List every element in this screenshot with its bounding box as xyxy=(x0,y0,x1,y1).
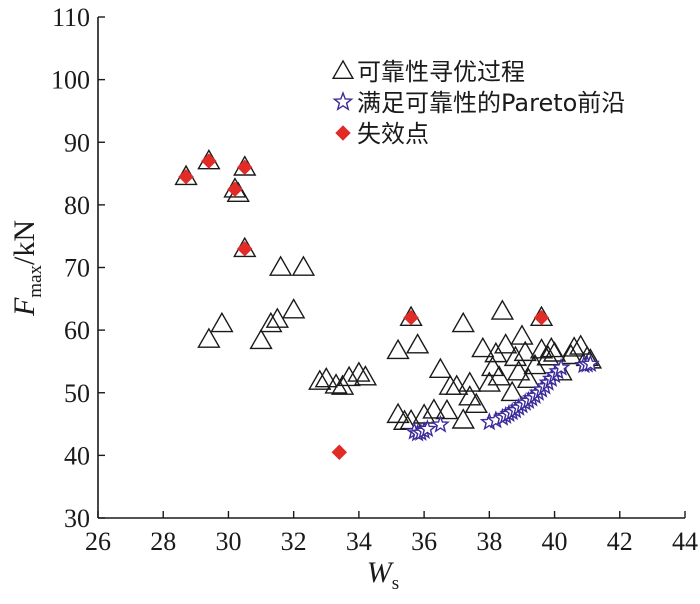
triangle-point xyxy=(536,345,560,366)
triangle-point xyxy=(490,299,515,320)
x-tick-label: 40 xyxy=(542,527,568,556)
y-tick-label: 60 xyxy=(64,316,90,345)
data-points xyxy=(174,149,603,460)
x-tick-label: 38 xyxy=(476,527,502,556)
triangle-point xyxy=(259,311,283,333)
diamond-point xyxy=(533,309,550,326)
triangle-point xyxy=(435,398,459,420)
triangle-point xyxy=(451,311,475,333)
triangle-point xyxy=(503,345,528,367)
triangle-point xyxy=(249,328,273,350)
x-tick-label: 28 xyxy=(150,527,176,556)
triangle-point xyxy=(282,298,306,319)
triangle-point xyxy=(513,340,537,362)
triangle-point xyxy=(451,408,475,429)
x-axis-title: Ws xyxy=(367,556,399,594)
x-tick-label: 32 xyxy=(281,527,307,556)
triangle-point xyxy=(568,334,593,355)
y-tick-label: 100 xyxy=(51,66,90,95)
star-point xyxy=(430,414,450,433)
triangle-point xyxy=(392,409,417,430)
diamond-point xyxy=(227,181,243,197)
triangle-point xyxy=(422,398,446,419)
y-tick-label: 30 xyxy=(64,504,90,533)
triangle-point xyxy=(507,360,531,381)
diamond-point xyxy=(178,168,194,185)
star-point xyxy=(551,357,571,376)
y-tick-label: 80 xyxy=(64,191,90,220)
triangle-point xyxy=(493,333,518,354)
x-tick-label: 42 xyxy=(607,527,633,556)
x-axis-title-sub: s xyxy=(392,573,399,594)
diamond-point xyxy=(331,444,348,460)
diamond-point xyxy=(237,241,253,257)
triangle-point xyxy=(405,333,430,354)
triangle-point xyxy=(477,371,501,392)
y-tick-label: 90 xyxy=(64,128,90,157)
legend-label: 可靠性寻优过程 xyxy=(357,58,525,86)
triangle-point xyxy=(500,380,524,402)
triangle-point xyxy=(510,324,534,345)
triangle-point xyxy=(353,365,378,386)
y-axis-title: Fmax/kN xyxy=(8,220,46,317)
legend-diamond-icon xyxy=(335,125,351,141)
y-tick-label: 70 xyxy=(64,254,90,283)
triangle-point xyxy=(291,255,316,276)
y-axis-title-sub: max xyxy=(25,264,46,297)
triangle-point xyxy=(516,367,541,388)
diamond-point xyxy=(237,159,253,176)
legend-star-icon xyxy=(332,91,354,111)
triangle-point xyxy=(308,369,332,390)
y-tick-label: 50 xyxy=(64,379,90,408)
triangle-point xyxy=(314,366,338,388)
y-tick-label: 110 xyxy=(52,3,90,32)
y-tick-label: 40 xyxy=(64,441,90,470)
triangle-point xyxy=(487,365,511,386)
legend-label: 失效点 xyxy=(357,120,429,148)
x-axis-title-main: W xyxy=(367,556,395,589)
triangle-point xyxy=(458,371,482,392)
y-axis-title-unit: /kN xyxy=(8,220,41,265)
star-point xyxy=(580,353,600,373)
x-tick-label: 30 xyxy=(215,527,241,556)
y-axis-title-main: F xyxy=(8,297,41,317)
legend-label: 满足可靠性的Pareto前沿 xyxy=(357,89,625,117)
triangle-point xyxy=(347,361,371,382)
triangle-point xyxy=(268,255,293,276)
triangle-point xyxy=(471,336,495,358)
triangle-point xyxy=(480,355,505,377)
x-tick-label: 26 xyxy=(85,527,111,556)
triangle-point xyxy=(324,373,348,394)
triangle-point xyxy=(337,365,361,387)
triangle-point xyxy=(197,327,221,348)
star-point xyxy=(417,419,437,438)
triangle-point xyxy=(562,336,586,357)
axes: 30 40 50 60 70 80 90 100 110 26 28 30 32 34 36 38 40 42 44 xyxy=(51,3,698,556)
triangle-point xyxy=(386,338,410,360)
x-tick-label: 34 xyxy=(346,527,372,556)
legend-triangle-icon xyxy=(331,59,355,79)
triangle-point xyxy=(464,392,488,414)
x-tick-label: 36 xyxy=(411,527,437,556)
x-tick-label: 44 xyxy=(672,527,698,556)
triangle-point xyxy=(428,357,453,378)
diamond-point xyxy=(201,153,217,169)
triangle-point xyxy=(210,311,234,333)
diamond-point xyxy=(403,309,419,326)
triangle-point xyxy=(542,341,567,362)
